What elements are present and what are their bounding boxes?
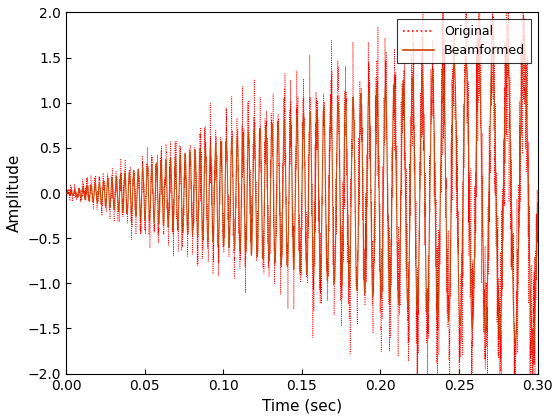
- Y-axis label: Amplitude: Amplitude: [7, 154, 22, 232]
- Legend: Original, Beamformed: Original, Beamformed: [396, 19, 531, 63]
- X-axis label: Time (sec): Time (sec): [262, 398, 342, 413]
